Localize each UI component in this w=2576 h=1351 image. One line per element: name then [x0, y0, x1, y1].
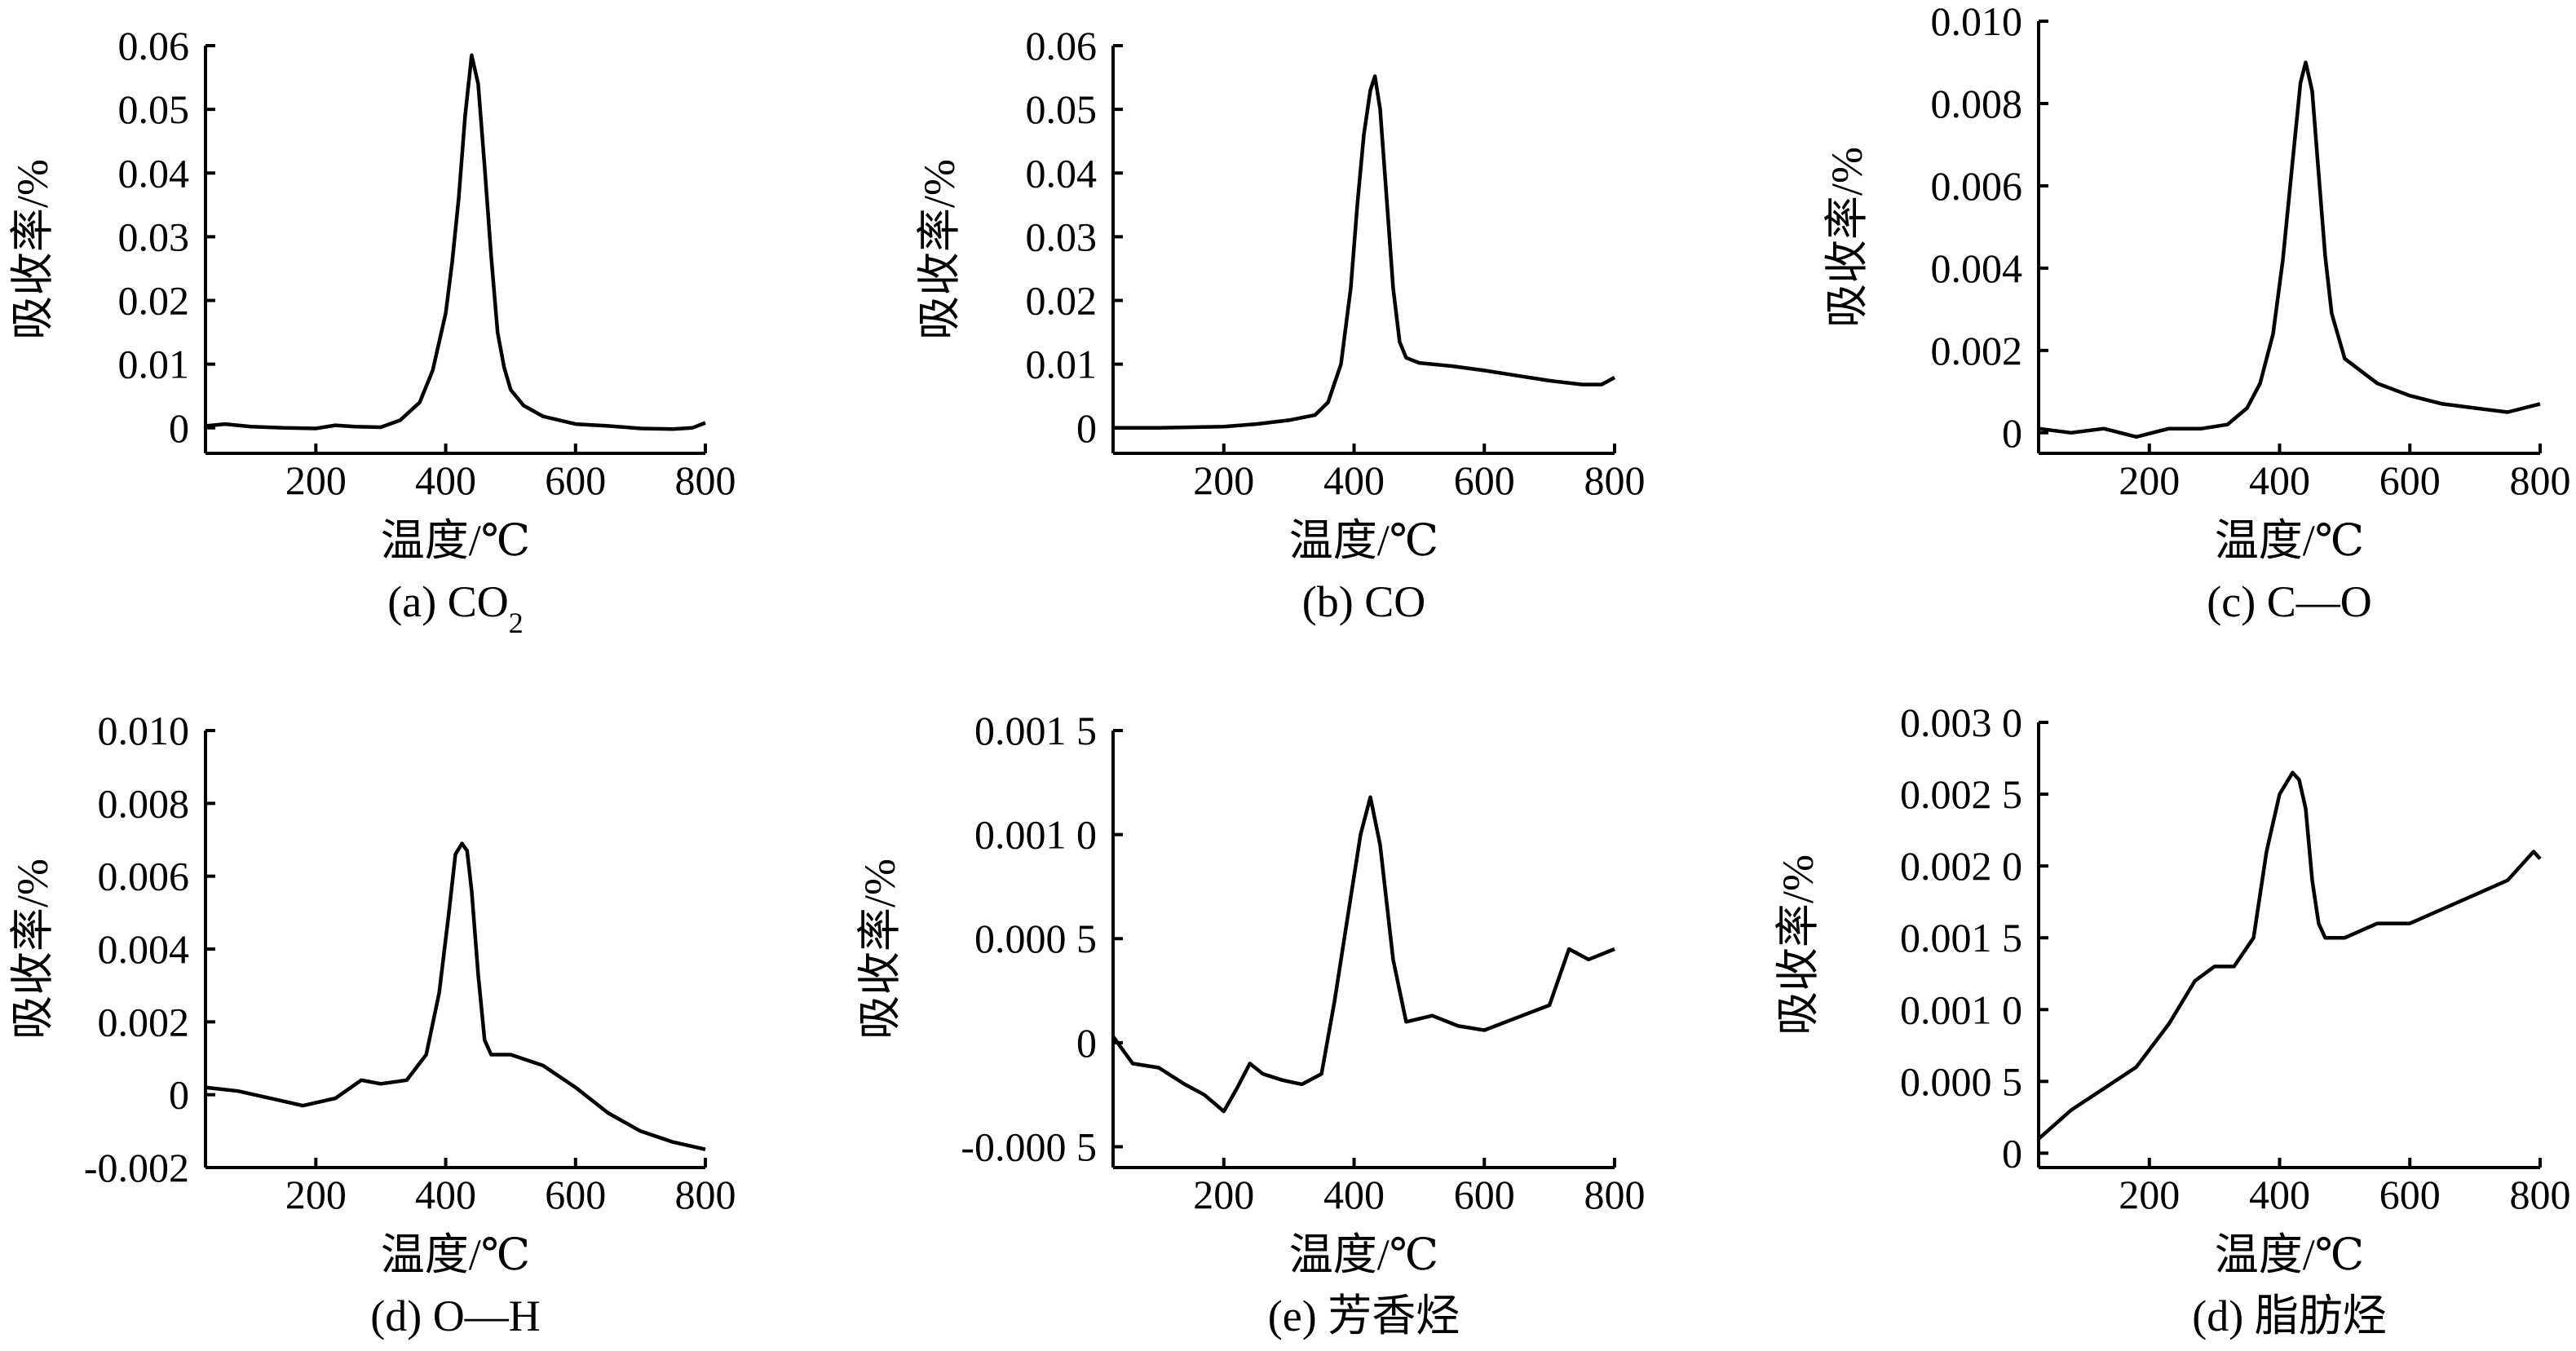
x-tick-label: 200 — [2119, 457, 2180, 503]
panel-caption: (c) C—O — [2207, 577, 2371, 626]
x-tick-label: 600 — [1454, 457, 1515, 503]
y-tick-label: 0 — [169, 1072, 189, 1118]
y-tick-label: 0.04 — [118, 150, 190, 196]
x-tick-label: 200 — [285, 1172, 347, 1217]
x-tick-label: 200 — [1193, 1172, 1254, 1217]
y-tick-label: 0.002 — [98, 999, 190, 1044]
panel-caption: (d) 脂肪烃 — [2192, 1291, 2386, 1340]
y-tick-label: 0.010 — [1931, 0, 2023, 44]
x-tick-label: 800 — [1584, 457, 1646, 503]
x-tick-label: 200 — [1193, 457, 1254, 503]
series-line — [1113, 74, 1616, 430]
chart-panel-5: 200 400 600 800 -0.000 5 0 0.000 5 0.001 0 0.001… — [855, 708, 1646, 1340]
panel-caption: (d) O—H — [370, 1291, 540, 1340]
y-tick-label: 0.01 — [118, 342, 190, 387]
series-line — [2038, 60, 2541, 439]
chart-panel-3: 200 400 600 800 0 0.002 0.004 0.006 0.008 0.010 温度… — [1823, 0, 2571, 626]
y-tick-label: 0.006 — [1931, 163, 2023, 209]
y-tick-label: 0 — [2002, 1130, 2022, 1176]
y-tick-label: 0 — [2002, 410, 2022, 456]
y-tick-label: 0.004 — [98, 926, 190, 972]
y-tick-label: 0.03 — [1026, 214, 1098, 259]
y-tick-label: 0.001 0 — [974, 812, 1097, 858]
x-tick-label: 600 — [545, 457, 606, 503]
y-axis-label: 吸收率/% — [1823, 147, 1871, 328]
y-tick-label: 0.010 — [98, 708, 190, 753]
x-tick-label: 600 — [1454, 1172, 1515, 1217]
y-tick-label: 0.02 — [1026, 278, 1098, 324]
y-tick-label: 0.02 — [118, 278, 190, 324]
y-tick-label: -0.000 5 — [961, 1124, 1097, 1169]
chart-panel-6: 200 400 600 800 0 0.000 5 0.001 0 0.001 5 0.002 … — [1774, 700, 2571, 1340]
y-tick-label: 0.001 0 — [1900, 987, 2022, 1032]
y-tick-label: -0.002 — [84, 1145, 189, 1190]
y-tick-label: 0.05 — [118, 86, 190, 132]
x-axis-label: 温度/℃ — [381, 516, 530, 565]
y-axis-label: 吸收率/% — [855, 859, 904, 1040]
panel-caption: (a) CO2 — [387, 577, 523, 639]
y-axis-label: 吸收率/% — [8, 859, 57, 1040]
series-line — [1111, 795, 1615, 1114]
x-tick-label: 200 — [2119, 1172, 2180, 1217]
series-line — [205, 53, 706, 431]
y-tick-label: 0.008 — [98, 780, 190, 826]
x-axis-label: 温度/℃ — [381, 1230, 530, 1279]
y-tick-label: 0 — [169, 405, 189, 451]
x-axis-label: 温度/℃ — [1289, 516, 1438, 565]
y-tick-label: 0.04 — [1026, 150, 1098, 196]
x-axis-label: 温度/℃ — [2215, 1230, 2364, 1279]
y-axis-label: 吸收率/% — [8, 159, 57, 340]
y-tick-label: 0.03 — [118, 214, 190, 259]
y-tick-label: 0.001 5 — [974, 708, 1097, 753]
x-tick-label: 600 — [545, 1172, 606, 1217]
x-tick-label: 400 — [2249, 457, 2310, 503]
y-tick-label: 0.004 — [1931, 245, 2023, 291]
y-tick-label: 0.001 5 — [1900, 915, 2022, 960]
y-axis-label: 吸收率/% — [1774, 854, 1823, 1035]
x-tick-label: 800 — [1584, 1172, 1646, 1217]
x-tick-label: 600 — [2379, 457, 2441, 503]
panel-caption: (e) 芳香烃 — [1268, 1291, 1460, 1340]
y-tick-label: 0.01 — [1026, 342, 1098, 387]
caption-subscript: 2 — [509, 607, 524, 639]
x-axis-label: 温度/℃ — [1289, 1230, 1438, 1279]
x-tick-label: 800 — [675, 1172, 736, 1217]
y-axis-label: 吸收率/% — [915, 159, 964, 340]
x-tick-label: 800 — [675, 457, 736, 503]
y-tick-label: 0.002 5 — [1900, 771, 2022, 817]
series-line — [2037, 770, 2542, 1141]
x-tick-label: 800 — [2510, 457, 2571, 503]
x-tick-label: 400 — [415, 1172, 476, 1217]
y-tick-label: 0.002 0 — [1900, 843, 2022, 889]
x-tick-label: 400 — [1323, 1172, 1385, 1217]
y-tick-label: 0.008 — [1931, 81, 2023, 126]
y-tick-label: 0.006 — [98, 854, 190, 899]
y-tick-label: 0.000 5 — [974, 916, 1097, 961]
x-tick-label: 400 — [415, 457, 476, 503]
x-tick-label: 600 — [2379, 1172, 2441, 1217]
y-tick-label: 0.06 — [1026, 23, 1098, 68]
y-tick-label: 0.05 — [1026, 86, 1098, 132]
x-tick-label: 400 — [2249, 1172, 2310, 1217]
chart-panel-2: 200 400 600 800 0 0.01 0.02 0.03 0.04 0.05 0.06 温度/… — [915, 23, 1646, 626]
x-axis-label: 温度/℃ — [2215, 516, 2364, 565]
y-tick-label: 0.003 0 — [1900, 700, 2022, 745]
y-tick-label: 0.002 — [1931, 328, 2023, 373]
x-tick-label: 200 — [285, 457, 347, 503]
y-tick-label: 0 — [1076, 1020, 1097, 1066]
x-tick-label: 400 — [1323, 457, 1385, 503]
series-line — [205, 841, 706, 1151]
chart-panel-1: 200 400 600 800 0 0.01 0.02 0.03 0.04 0.05 0.06 温度/… — [8, 23, 736, 639]
y-tick-label: 0.06 — [118, 23, 190, 68]
panel-caption: (b) CO — [1302, 577, 1425, 626]
x-tick-label: 800 — [2510, 1172, 2571, 1217]
chart-panel-4: 200 400 600 800 -0.002 0 0.002 0.004 0.006 0.008 0… — [8, 708, 736, 1340]
y-tick-label: 0.000 5 — [1900, 1058, 2022, 1104]
y-tick-label: 0 — [1076, 405, 1097, 451]
